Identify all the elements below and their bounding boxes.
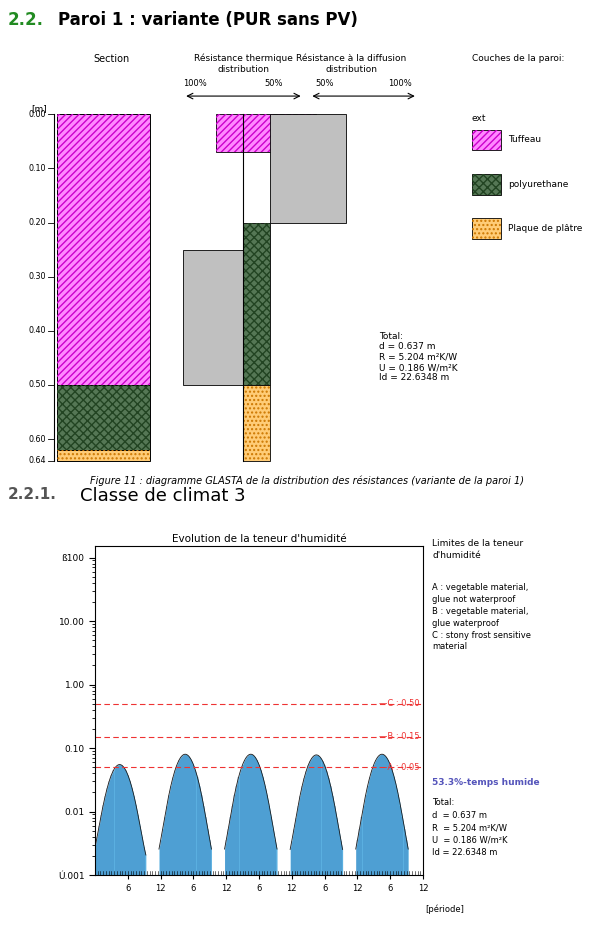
Bar <box>57 114 150 385</box>
Text: 0.50: 0.50 <box>29 381 47 390</box>
Text: polyurethane: polyurethane <box>508 180 568 189</box>
Bar <box>57 385 150 450</box>
Text: 0.10: 0.10 <box>29 164 47 173</box>
Bar <box>243 222 270 385</box>
Bar <box>472 130 501 151</box>
Bar <box>57 450 150 461</box>
Text: Paroi 1 : variante (PUR sans PV): Paroi 1 : variante (PUR sans PV) <box>58 11 358 29</box>
Text: Figure 11 : diagramme GLASTA de la distribution des résistances (variante de la : Figure 11 : diagramme GLASTA de la distr… <box>89 475 524 485</box>
Bar <box>472 130 501 151</box>
Text: Tuffeau: Tuffeau <box>508 135 541 144</box>
Text: 0.40: 0.40 <box>29 326 47 335</box>
Bar <box>243 385 270 461</box>
Text: —B : 0.15: —B : 0.15 <box>378 732 419 742</box>
Bar <box>216 114 243 152</box>
Title: Evolution de la teneur d'humidité: Evolution de la teneur d'humidité <box>172 534 346 544</box>
Text: 0.30: 0.30 <box>29 272 47 282</box>
Bar <box>472 174 501 194</box>
Text: Résistance thermique
distribution: Résistance thermique distribution <box>194 54 293 74</box>
Text: 53.3%-temps humide: 53.3%-temps humide <box>432 778 540 787</box>
Bar <box>243 114 316 152</box>
Text: [m]: [m] <box>31 104 47 113</box>
Text: ext: ext <box>472 114 486 123</box>
Bar <box>216 114 243 152</box>
Bar <box>472 219 501 239</box>
Text: 2.2.: 2.2. <box>7 11 44 29</box>
Bar <box>270 114 346 222</box>
Bar <box>57 450 150 461</box>
Bar <box>243 222 270 385</box>
Text: 50%: 50% <box>264 79 283 88</box>
Text: —A : 0.05: —A : 0.05 <box>379 763 419 771</box>
Bar <box>183 250 243 385</box>
Text: Total:
d = 0.637 m
R = 5.204 m²K/W
U = 0.186 W/m²K
Id = 22.6348 m: Total: d = 0.637 m R = 5.204 m²K/W U = 0… <box>379 332 457 382</box>
Text: Total:
d  = 0.637 m
R  = 5.204 m²K/W
U  = 0.186 W/m²K
Id = 22.6348 m: Total: d = 0.637 m R = 5.204 m²K/W U = 0… <box>432 798 508 857</box>
Text: Limites de la teneur
d'humidité: Limites de la teneur d'humidité <box>432 539 524 559</box>
Text: Classe de climat 3: Classe de climat 3 <box>80 487 245 505</box>
Bar <box>243 114 316 152</box>
Text: 0.20: 0.20 <box>29 218 47 227</box>
Text: Couches de la paroi:: Couches de la paroi: <box>472 54 564 63</box>
Text: 0.60: 0.60 <box>29 434 47 444</box>
Text: [période]: [période] <box>425 905 465 914</box>
Text: 50%: 50% <box>315 79 333 88</box>
Text: —C : 0.50: —C : 0.50 <box>378 699 419 708</box>
Text: 100%: 100% <box>388 79 411 88</box>
Text: 100%: 100% <box>183 79 207 88</box>
Text: Plaque de plâtre: Plaque de plâtre <box>508 224 582 233</box>
Bar <box>57 385 150 450</box>
Text: 2.2.1.: 2.2.1. <box>7 487 56 502</box>
Text: Résistance à la diffusion
distribution: Résistance à la diffusion distribution <box>297 54 406 74</box>
Bar <box>243 385 270 461</box>
Text: 0.64: 0.64 <box>29 457 47 465</box>
Text: A : vegetable material,
glue not waterproof
B : vegetable material,
glue waterpr: A : vegetable material, glue not waterpr… <box>432 583 531 651</box>
Bar <box>472 219 501 239</box>
Bar <box>57 114 150 385</box>
Text: Section: Section <box>93 54 129 64</box>
Bar <box>472 174 501 194</box>
Text: 0.00: 0.00 <box>29 109 47 119</box>
